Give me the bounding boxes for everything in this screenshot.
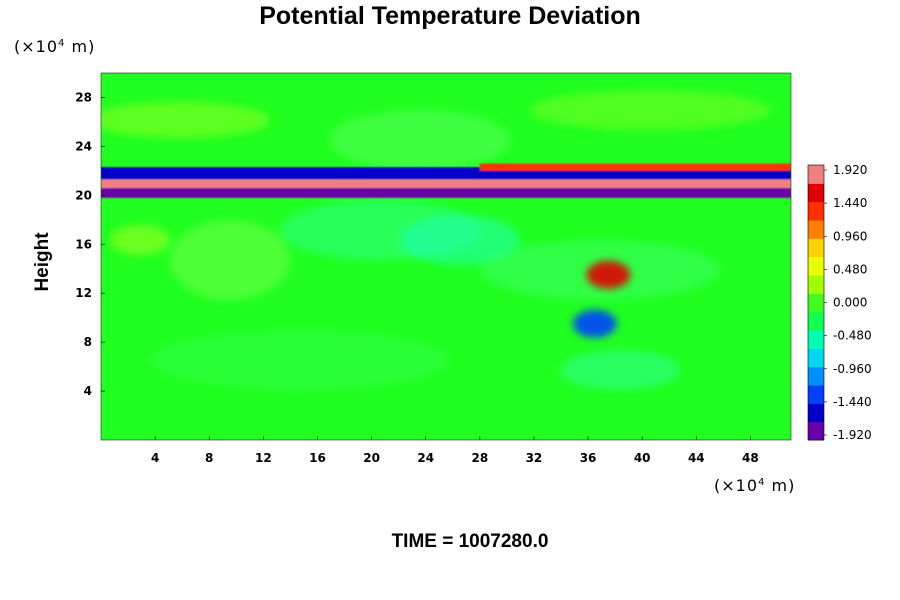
x-tick-label: 28 — [471, 451, 488, 465]
colorbar: 1.920 1.440 0.960 0.480 0.000 -0.480 -0.960 -1.… — [807, 163, 872, 442]
x-tick-label: 36 — [580, 451, 597, 465]
x-tick-label: 44 — [688, 451, 705, 465]
y-tick-label: 4 — [84, 384, 92, 398]
x-tick-label: 16 — [309, 451, 326, 465]
colorbar-swatch — [808, 366, 824, 386]
colorbar-tick-label: -0.960 — [833, 362, 872, 376]
colorbar-swatch — [808, 220, 824, 239]
y-tick-label: 8 — [84, 335, 92, 349]
y-tick-label: 28 — [75, 90, 92, 104]
x-axis-unit: (×104 m) — [714, 476, 796, 495]
y-tick-label: 16 — [75, 237, 92, 251]
texture-patch — [530, 90, 770, 130]
colorbar-tick-label: 0.000 — [833, 296, 867, 310]
x-tick-label: 12 — [255, 451, 272, 465]
x-tick-label: 20 — [363, 451, 380, 465]
y-tick-label: 12 — [75, 286, 92, 300]
colorbar-tick-label: -1.920 — [833, 428, 872, 442]
colorbar-tick-label: -0.480 — [833, 329, 872, 343]
chart-title: Potential Temperature Deviation — [259, 2, 641, 30]
texture-patch — [560, 350, 680, 390]
y-tick-label: 24 — [75, 139, 92, 153]
texture-patch — [400, 215, 520, 265]
colorbar-tick-label: 0.960 — [833, 229, 867, 243]
anomaly-cold-anomaly — [572, 309, 617, 338]
colorbar-tick-label: 0.480 — [833, 262, 867, 276]
colorbar-swatch — [808, 385, 824, 404]
x-axis: 4 8 12 16 20 24 28 32 36 40 44 48 — [151, 436, 759, 465]
colorbar-swatch — [808, 201, 824, 221]
x-tick-label: 4 — [151, 451, 159, 465]
band-dark-layer — [101, 187, 791, 198]
band-warm-layer — [101, 179, 791, 188]
colorbar-swatch — [808, 421, 824, 441]
colorbar-tick-label: 1.920 — [833, 163, 867, 177]
anomalies — [572, 260, 631, 338]
colorbar-swatch — [808, 293, 824, 313]
x-tick-label: 48 — [742, 451, 759, 465]
colorbar-swatch — [808, 275, 824, 294]
colorbar-tick-label: 1.440 — [833, 196, 867, 210]
plot-frame — [100, 72, 792, 441]
x-tick-label: 40 — [634, 451, 651, 465]
colorbar-swatch — [808, 311, 824, 331]
colorbar-swatch — [808, 165, 824, 184]
texture-patch — [170, 220, 290, 300]
texture-patch — [150, 330, 450, 390]
y-axis: 4 8 12 16 20 24 28 — [75, 90, 105, 398]
y-axis-unit: (×104 m) — [14, 37, 96, 56]
anomaly-warm-anomaly — [586, 260, 631, 289]
band-warm-band — [479, 163, 791, 171]
colorbar-swatch — [808, 330, 824, 349]
plot-area — [101, 73, 791, 440]
texture-patch — [101, 102, 270, 138]
colorbar-swatch — [808, 348, 824, 368]
texture-patch — [110, 225, 170, 255]
stratification-bands — [101, 163, 791, 198]
colorbar-swatch — [808, 183, 824, 203]
y-tick-label: 20 — [75, 188, 92, 202]
colorbar-swatch — [808, 238, 824, 258]
x-tick-label: 24 — [417, 451, 434, 465]
colorbar-swatch — [808, 256, 824, 276]
texture-patch — [330, 110, 510, 170]
x-tick-label: 8 — [205, 451, 213, 465]
field-texture — [101, 90, 770, 390]
x-tick-label: 32 — [526, 451, 543, 465]
time-label: TIME = 1007280.0 — [391, 531, 549, 552]
colorbar-swatch — [808, 403, 824, 423]
colorbar-tick-label: -1.440 — [833, 395, 872, 409]
